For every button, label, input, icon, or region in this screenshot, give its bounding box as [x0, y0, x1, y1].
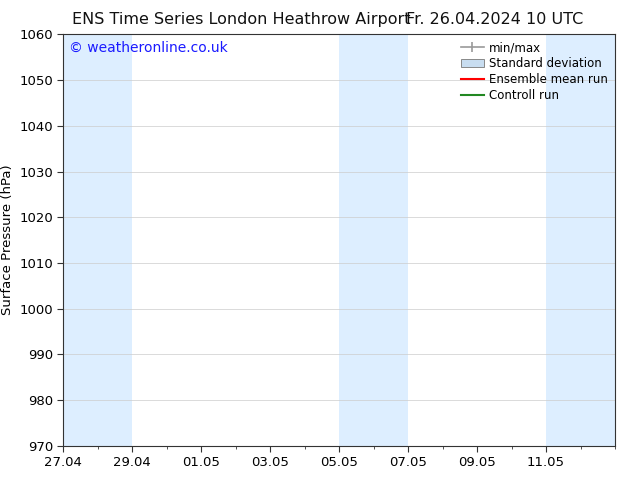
Text: Fr. 26.04.2024 10 UTC: Fr. 26.04.2024 10 UTC — [406, 12, 583, 27]
Text: ENS Time Series London Heathrow Airport: ENS Time Series London Heathrow Airport — [72, 12, 410, 27]
Legend: min/max, Standard deviation, Ensemble mean run, Controll run: min/max, Standard deviation, Ensemble me… — [457, 38, 611, 106]
Y-axis label: Surface Pressure (hPa): Surface Pressure (hPa) — [1, 165, 14, 316]
Bar — [339, 34, 408, 446]
Text: © weatheronline.co.uk: © weatheronline.co.uk — [69, 41, 228, 54]
Bar — [63, 34, 133, 446]
Bar — [546, 34, 615, 446]
